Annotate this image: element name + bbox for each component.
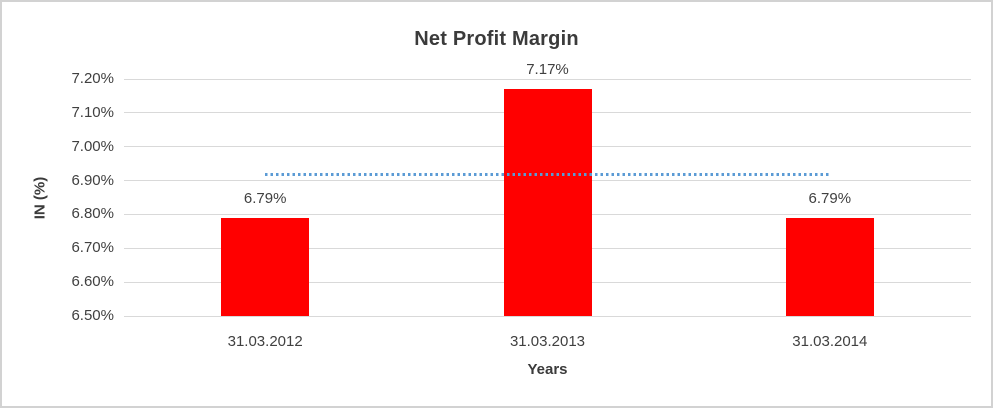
bar-31.03.2012 xyxy=(221,217,310,316)
y-tick-label: 6.80% xyxy=(71,205,114,223)
bar-31.03.2014 xyxy=(785,217,874,316)
gridline-7.20% xyxy=(124,78,971,80)
x-tick-label: 31.03.2013 xyxy=(509,333,586,350)
x-axis-title: Years xyxy=(527,361,568,378)
y-tick-label: 7.00% xyxy=(71,137,114,155)
y-tick-label: 7.20% xyxy=(71,70,114,87)
y-tick-label: 6.50% xyxy=(71,307,114,324)
y-tick-label: 6.60% xyxy=(71,273,114,291)
x-tick-label: 31.03.2012 xyxy=(227,333,303,350)
y-tick-label: 6.70% xyxy=(71,239,114,257)
gridline-6.50% xyxy=(124,315,971,317)
bar-31.03.2013 xyxy=(503,89,592,316)
average-trend-line xyxy=(265,173,830,177)
bar-value-label: 7.17% xyxy=(526,61,569,79)
y-tick-label: 6.90% xyxy=(71,171,114,189)
x-tick-label: 31.03.2014 xyxy=(792,333,868,350)
bar-value-label: 6.79% xyxy=(808,189,852,207)
bar-value-label: 6.79% xyxy=(243,189,287,207)
y-tick-label: 7.10% xyxy=(71,103,114,121)
chart-title: Net Profit Margin xyxy=(414,28,579,50)
